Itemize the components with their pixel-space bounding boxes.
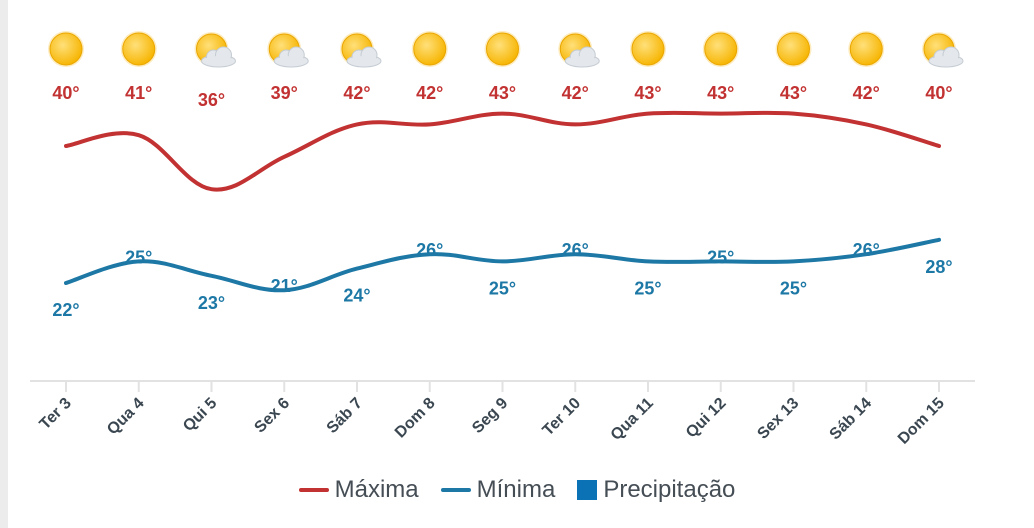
max-temp-label: 43° bbox=[707, 83, 734, 103]
day-label: Qua 11 bbox=[608, 395, 657, 444]
max-temp-label: 40° bbox=[925, 83, 952, 103]
day-label: Sáb 14 bbox=[827, 395, 876, 444]
sun-cloud-icon bbox=[922, 32, 964, 68]
legend-item-min[interactable]: Mínima bbox=[440, 476, 556, 504]
legend-item-precipitation[interactable]: Precipitação bbox=[577, 476, 735, 504]
day-label: Dom 8 bbox=[392, 395, 439, 442]
sun-icon bbox=[630, 31, 666, 67]
min-temp-label: 26° bbox=[562, 240, 589, 260]
day-label: Ter 10 bbox=[540, 395, 585, 440]
min-temp-label: 25° bbox=[125, 247, 152, 267]
max-temp-label: 43° bbox=[780, 83, 807, 103]
day-label: Qui 12 bbox=[683, 395, 730, 442]
max-temp-label: 42° bbox=[416, 83, 443, 103]
day-label: Qui 5 bbox=[180, 395, 220, 435]
sun-cloud-icon bbox=[340, 32, 382, 68]
max-temp-label: 42° bbox=[562, 83, 589, 103]
sun-cloud-icon bbox=[558, 32, 600, 68]
min-temp-label: 24° bbox=[343, 286, 370, 306]
max-temp-line bbox=[64, 110, 941, 192]
sun-icon bbox=[775, 31, 812, 67]
min-temp-label: 23° bbox=[198, 293, 225, 313]
min-temp-label: 26° bbox=[416, 240, 443, 260]
min-temp-label: 21° bbox=[271, 276, 298, 296]
day-label: Sex 6 bbox=[251, 395, 293, 437]
max-temp-label: 41° bbox=[125, 83, 152, 103]
sun-cloud-icon bbox=[194, 32, 236, 68]
left-border bbox=[0, 0, 8, 528]
min-temp-label: 22° bbox=[52, 300, 79, 320]
legend: Máxima Mínima Precipitação bbox=[0, 472, 1034, 508]
legend-precipitation-swatch bbox=[577, 480, 598, 500]
min-temp-label: 25° bbox=[489, 278, 516, 298]
min-temp-label: 25° bbox=[634, 278, 661, 298]
min-temp-label: 25° bbox=[780, 278, 807, 298]
legend-precipitation-label: Precipitação bbox=[603, 476, 736, 503]
max-temp-label: 43° bbox=[489, 83, 516, 103]
weather-icons bbox=[48, 31, 964, 68]
sun-cloud-icon bbox=[267, 32, 309, 68]
min-temp-labels: 22° 25° 23° 21° 24° 26° 25° 26° 25° 25° 25° 26° 28° bbox=[52, 240, 952, 320]
max-temp-label: 36° bbox=[198, 90, 225, 110]
day-label: Ter 3 bbox=[37, 395, 75, 433]
sun-icon bbox=[120, 31, 157, 67]
x-axis-day-labels: Ter 3 Qua 4 Qui 5 Sex 6 Sáb 7 Dom 8 Seg 9 Ter 1… bbox=[37, 395, 948, 448]
legend-max-swatch bbox=[298, 488, 329, 492]
legend-max-label: Máxima bbox=[334, 476, 419, 503]
max-temp-label: 42° bbox=[343, 83, 370, 103]
x-axis-ticks bbox=[65, 381, 940, 392]
max-temp-labels: 40° 41° 36° 39° 42° 42° 43° 42° 43° 43° 43° 42° 40° bbox=[52, 83, 952, 110]
sun-icon bbox=[848, 31, 885, 67]
day-label: Sáb 7 bbox=[324, 395, 366, 437]
sun-icon bbox=[702, 31, 739, 67]
min-temp-label: 28° bbox=[925, 257, 952, 277]
max-temp-label: 43° bbox=[634, 83, 661, 103]
min-temp-label: 25° bbox=[707, 247, 734, 267]
legend-min-swatch bbox=[440, 488, 471, 492]
min-temp-line bbox=[64, 237, 941, 293]
max-temp-label: 39° bbox=[271, 83, 298, 103]
sun-icon bbox=[411, 31, 448, 67]
sun-icon bbox=[484, 31, 521, 67]
sun-icon bbox=[48, 31, 84, 67]
min-temp-label: 26° bbox=[853, 240, 880, 260]
legend-item-max[interactable]: Máxima bbox=[298, 476, 419, 504]
max-temp-label: 42° bbox=[853, 83, 880, 103]
day-label: Sex 13 bbox=[754, 395, 802, 443]
day-label: Dom 15 bbox=[895, 395, 948, 448]
day-label: Qua 4 bbox=[104, 395, 148, 439]
max-temp-label: 40° bbox=[52, 83, 79, 103]
legend-min-label: Mínima bbox=[476, 476, 556, 503]
day-label: Seg 9 bbox=[469, 395, 511, 437]
